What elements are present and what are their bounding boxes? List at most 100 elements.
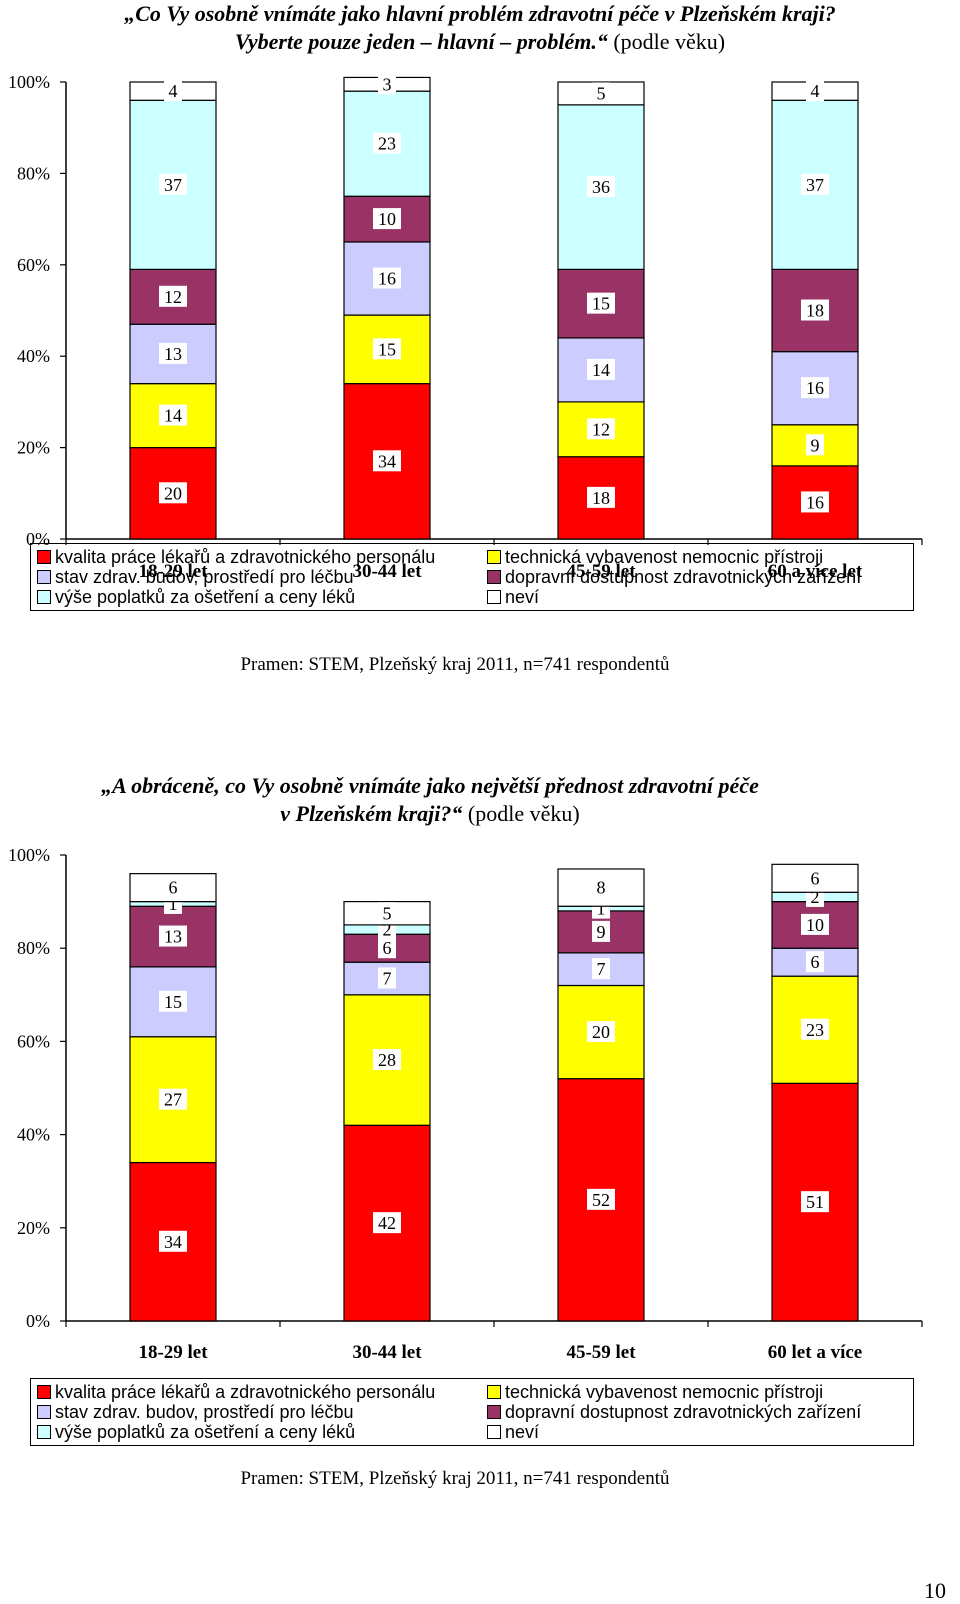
x-category-label: 45-59 let (566, 1342, 636, 1363)
legend-label: neví (505, 587, 540, 607)
chart-1-source: Pramen: STEM, Plzeňský kraj 2011, n=741 … (240, 654, 670, 675)
data-label: 15 (378, 339, 396, 359)
data-label-bg (806, 80, 824, 102)
data-label-bg (801, 913, 829, 935)
legend-swatch (37, 1385, 51, 1399)
legend-swatch (37, 590, 51, 604)
legend-label: výše poplatků za ošetření a ceny léků (55, 587, 356, 607)
data-label-group: 16 (801, 491, 829, 513)
data-label-bg (159, 990, 187, 1012)
data-label: 6 (811, 868, 820, 888)
data-label-bg (801, 491, 829, 513)
data-label-bg (587, 1188, 615, 1210)
legend-swatch (487, 550, 501, 564)
data-label-group: 5 (378, 902, 396, 924)
data-label-group: 20 (587, 1021, 615, 1043)
data-label: 37 (806, 175, 824, 195)
data-label: 37 (164, 175, 182, 195)
data-label-group: 34 (159, 1230, 187, 1252)
data-label: 9 (597, 922, 606, 942)
data-label-bg (159, 482, 187, 504)
chart-2-legend: kvalita práce lékařů a zdravotnického pe… (30, 1378, 914, 1446)
data-label-bg (806, 434, 824, 456)
legend-swatch (487, 1405, 501, 1419)
legend-item-nevi: neví (487, 587, 907, 607)
legend-swatch (487, 1385, 501, 1399)
data-label: 6 (811, 952, 820, 972)
chart-2-title-suffix: (podle věku) (462, 801, 580, 826)
data-label: 42 (378, 1213, 396, 1233)
legend-item-stav: stav zdrav. budov, prostředí pro léčbu (37, 567, 487, 587)
data-label-group: 18 (801, 299, 829, 321)
data-label-group: 15 (373, 338, 401, 360)
data-label-group: 10 (801, 913, 829, 935)
legend-item-nevi: neví (487, 1422, 907, 1442)
y-tick-label: 0% (26, 1311, 50, 1331)
data-label-group: 18 (587, 486, 615, 508)
data-label-bg (159, 925, 187, 947)
data-label-group: 20 (159, 482, 187, 504)
data-label: 5 (383, 903, 392, 923)
data-label-group: 6 (806, 951, 824, 973)
y-tick-label: 20% (17, 1218, 50, 1238)
data-label-bg (801, 299, 829, 321)
data-label-bg (373, 208, 401, 230)
legend-swatch (487, 570, 501, 584)
legend-item-poplatky: výše poplatků za ošetření a ceny léků (37, 587, 487, 607)
legend-label: dopravní dostupnost zdravotnických zaříz… (505, 1402, 862, 1422)
data-label: 9 (811, 435, 820, 455)
data-label-group: 14 (159, 404, 187, 426)
data-label: 15 (164, 992, 182, 1012)
data-label: 10 (378, 209, 396, 229)
x-category-label: 45-59 let (566, 561, 636, 582)
legend-swatch (37, 570, 51, 584)
y-tick-label: 60% (17, 1031, 50, 1051)
data-label-group: 12 (159, 285, 187, 307)
y-tick-label: 80% (17, 938, 50, 958)
data-label-bg (587, 1021, 615, 1043)
y-tick-label: 100% (8, 72, 50, 92)
data-label-bg (587, 292, 615, 314)
data-label-bg (801, 377, 829, 399)
data-label: 20 (592, 1022, 610, 1042)
data-label-group: 4 (164, 80, 182, 102)
legend-swatch (37, 1425, 51, 1439)
data-label: 4 (169, 81, 178, 101)
legend-label: technická vybavenost nemocnic přístroji (505, 1382, 824, 1402)
legend-swatch (37, 550, 51, 564)
data-label: 12 (592, 419, 610, 439)
data-label-bg (378, 937, 396, 959)
data-label-bg (159, 342, 187, 364)
data-label: 23 (378, 134, 396, 154)
data-label-group: 9 (806, 434, 824, 456)
data-label-group: 52 (587, 1188, 615, 1210)
legend-label: kvalita práce lékařů a zdravotnického pe… (55, 547, 436, 567)
data-label: 51 (806, 1192, 824, 1212)
data-label-bg (373, 1049, 401, 1071)
chart-1-title: „Co Vy osobně vnímáte jako hlavní problé… (0, 0, 960, 56)
data-label-bg (373, 1212, 401, 1234)
data-label-group: 13 (159, 925, 187, 947)
data-label: 2 (811, 887, 820, 907)
data-label-bg (806, 951, 824, 973)
data-label: 34 (164, 1232, 182, 1252)
data-label-group: 12 (587, 418, 615, 440)
y-tick-label: 20% (17, 438, 50, 458)
data-label: 18 (592, 488, 610, 508)
data-label-bg (587, 358, 615, 380)
legend-item-technicka: technická vybavenost nemocnic přístroji (487, 547, 907, 567)
chart-1-title-suffix: (podle věku) (607, 29, 726, 54)
data-label-group: 9 (592, 920, 610, 942)
legend-label: stav zdrav. budov, prostředí pro léčbu (55, 1402, 354, 1422)
data-label-bg (373, 267, 401, 289)
data-label-bg (378, 902, 396, 924)
legend-swatch (487, 1425, 501, 1439)
y-tick-label: 40% (17, 1125, 50, 1145)
x-category-label: 60 let a více (768, 1342, 862, 1363)
data-label-group: 10 (373, 208, 401, 230)
data-label-group: 36 (587, 176, 615, 198)
x-category-label: 18-29 let (138, 561, 208, 582)
y-tick-label: 100% (8, 845, 50, 865)
data-label: 6 (169, 878, 178, 898)
data-label-bg (373, 338, 401, 360)
